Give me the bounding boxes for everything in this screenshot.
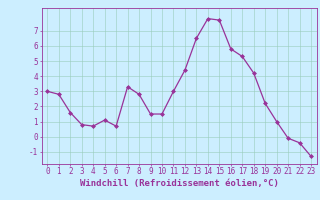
X-axis label: Windchill (Refroidissement éolien,°C): Windchill (Refroidissement éolien,°C) [80, 179, 279, 188]
